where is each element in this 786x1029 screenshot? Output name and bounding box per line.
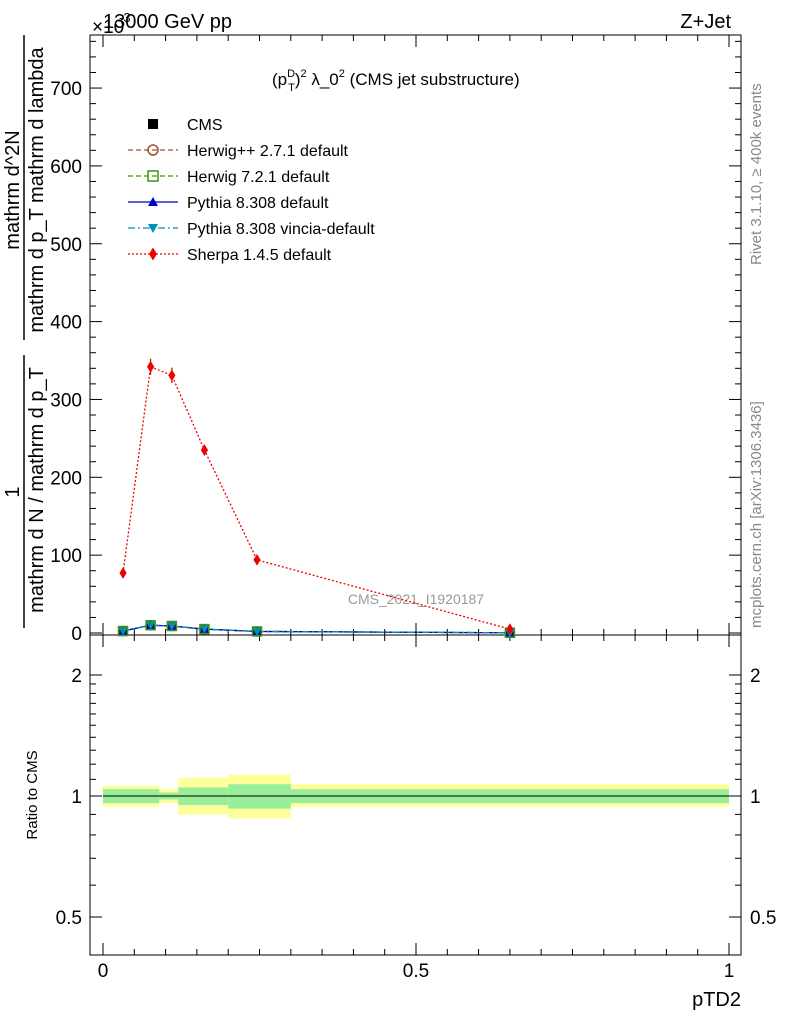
data-point-pythia-8-308-vincia-default xyxy=(146,621,156,630)
ratio-bands xyxy=(103,774,729,819)
main-y-tick-label: 700 xyxy=(50,79,82,100)
legend-marker-pythia-8-308-vincia-default xyxy=(148,224,158,233)
series-line-pythia-8-308-vincia-default xyxy=(122,624,510,634)
main-y-tick-label: 200 xyxy=(50,468,82,489)
ratio-y-tick-label: 1 xyxy=(71,787,82,808)
ratio-y-tick-label: 2 xyxy=(71,666,82,687)
x-axis-label: pTD2 xyxy=(692,989,741,1011)
ratio-y-axis-label: Ratio to CMS xyxy=(24,750,41,839)
data-point-pythia-8-308-vincia-default xyxy=(118,627,128,636)
exponent-base: ×10 xyxy=(92,17,124,38)
ratio-y-tick-label-right: 1 xyxy=(750,787,761,808)
series-line-pythia-8-308-default xyxy=(122,624,510,634)
y-label-denominator-2: mathrm d p_T mathrm d lambda xyxy=(26,46,48,332)
ratio-y-tick-label-right: 0.5 xyxy=(750,908,776,929)
main-y-tick-label: 500 xyxy=(50,235,82,256)
plot-title: (pD T)2 λ_02 (CMS jet substructure) xyxy=(272,68,520,94)
legend-label-cms: CMS xyxy=(187,117,223,134)
legend-item-herwig-2-7-1-default: Herwig++ 2.7.1 default xyxy=(128,143,349,160)
data-point-pythia-8-308-vincia-default xyxy=(199,625,209,634)
legend-label-herwig-2-7-1-default: Herwig++ 2.7.1 default xyxy=(187,143,349,160)
legend-item-sherpa-1-4-5-default: Sherpa 1.4.5 default xyxy=(128,247,332,264)
legend-item-herwig-7-2-1-default: Herwig 7.2.1 default xyxy=(128,169,330,186)
main-y-tick-label: 0 xyxy=(71,624,82,645)
legend-marker-cms xyxy=(148,119,158,129)
series-line-sherpa-1-4-5-default xyxy=(122,365,511,630)
main-y-tick-label: 400 xyxy=(50,313,82,334)
exponent-label: ×10 -3 xyxy=(92,10,131,38)
legend-item-cms: CMS xyxy=(148,117,223,134)
legend-item-pythia-8-308-vincia-default: Pythia 8.308 vincia-default xyxy=(128,221,375,238)
rivet-label: Rivet 3.1.10, ≥ 400k events xyxy=(748,83,765,265)
data-point-pythia-8-308-vincia-default xyxy=(167,622,177,631)
legend-marker-pythia-8-308-default xyxy=(148,197,158,206)
main-axis-ticks: 0 100 200 300 400 500 600 700 xyxy=(50,35,741,645)
legend-item-pythia-8-308-default: Pythia 8.308 default xyxy=(128,195,329,212)
legend: CMS Herwig++ 2.7.1 default Herwig 7.2.1 de… xyxy=(128,117,375,264)
series-markers xyxy=(117,358,516,639)
main-y-tick-label: 100 xyxy=(50,546,82,567)
ratio-y-tick-label: 0.5 xyxy=(56,908,82,929)
legend-marker-herwig-7-2-1-default xyxy=(147,170,159,182)
header-left-title: 13000 GeV pp xyxy=(103,11,232,33)
legend-marker-sherpa-1-4-5-default xyxy=(149,247,157,261)
legend-label-herwig-7-2-1-default: Herwig 7.2.1 default xyxy=(187,169,330,186)
exponent-power: -3 xyxy=(119,10,131,25)
legend-label-pythia-8-308-vincia-default: Pythia 8.308 vincia-default xyxy=(187,221,375,238)
legend-label-pythia-8-308-default: Pythia 8.308 default xyxy=(187,195,329,212)
analysis-watermark: CMS_2021_I1920187 xyxy=(348,591,484,607)
ratio-axis-ticks: 0.5 0.5 1 1 2 2 0 0.5 1 xyxy=(56,635,776,982)
main-y-tick-label: 300 xyxy=(50,390,82,411)
y-label-denominator-1: mathrm d N / mathrm d p_T xyxy=(26,367,48,613)
x-tick-label: 0.5 xyxy=(403,961,429,982)
x-tick-label: 1 xyxy=(724,961,735,982)
ratio-y-tick-label-right: 2 xyxy=(750,666,761,687)
y-label-numerator-2: mathrm d^2N xyxy=(2,130,24,249)
main-y-tick-label: 600 xyxy=(50,157,82,178)
data-point-pythia-8-308-vincia-default xyxy=(252,627,262,636)
legend-marker-herwig-2-7-1-default xyxy=(147,144,159,156)
legend-label-sherpa-1-4-5-default: Sherpa 1.4.5 default xyxy=(187,247,332,264)
y-label-numerator-1: 1 xyxy=(2,486,24,497)
mcplots-label: mcplots.cern.ch [arXiv:1306.3436] xyxy=(748,401,765,628)
x-tick-label: 0 xyxy=(98,961,109,982)
main-y-axis-label: 1 mathrm d N / mathrm d p_T mathrm d^2N … xyxy=(2,35,48,628)
header-right-title: Z+Jet xyxy=(680,11,731,33)
